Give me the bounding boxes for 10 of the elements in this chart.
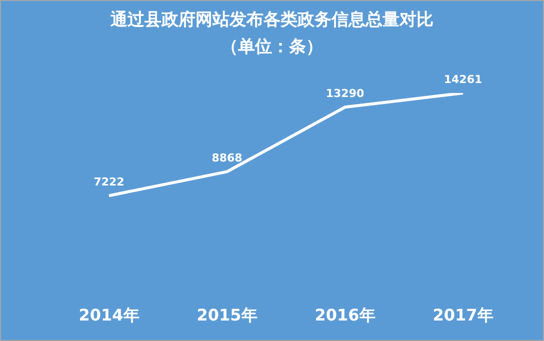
x-tick-label: 2014年 bbox=[78, 305, 140, 324]
data-label: 13290 bbox=[326, 87, 364, 100]
data-label: 14261 bbox=[444, 73, 482, 86]
chart-title: 通过县政府网站发布各类政务信息总量对比 bbox=[110, 9, 434, 32]
chart-subtitle: （单位：条） bbox=[220, 36, 324, 59]
data-label: 7222 bbox=[94, 176, 124, 189]
x-tick-label: 2017年 bbox=[432, 305, 494, 324]
x-tick-label: 2015年 bbox=[196, 305, 258, 324]
data-label: 8868 bbox=[212, 152, 242, 165]
x-tick-label: 2016年 bbox=[314, 305, 376, 324]
